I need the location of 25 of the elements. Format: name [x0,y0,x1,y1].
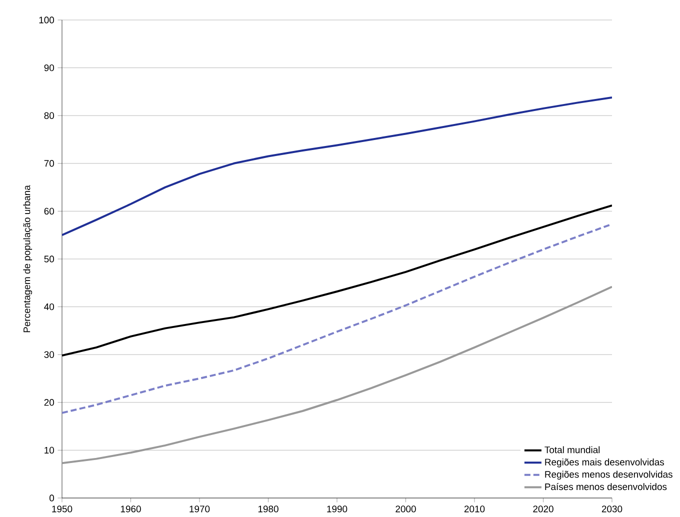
legend-label: Regiões mais desenvolvidas [545,458,664,468]
y-tick-label: 40 [44,303,54,310]
y-tick-label: 10 [44,446,54,454]
y-tick-label: 90 [44,64,54,72]
y-tick-label: 70 [44,160,54,167]
x-tick-label: 2010 [464,506,485,512]
x-tick-label: 1990 [327,506,348,512]
x-tick-label: 1960 [120,506,141,512]
legend-label: Regiões menos desenvolvidas [545,470,672,480]
y-tick-label: 0 [50,494,54,502]
y-tick-label: 60 [44,208,54,215]
y-tick-label: 100 [39,16,54,24]
y-tick-label: 30 [44,351,54,358]
x-tick-label: 2020 [533,506,554,512]
legend-label: Países menos desenvolvidos [545,483,667,490]
x-tick-label: 2000 [396,506,416,512]
x-tick-label: 1950 [52,506,72,512]
x-tick-label: 1980 [258,506,278,512]
y-tick-label: 20 [44,399,54,406]
y-tick-label: 50 [44,256,54,262]
legend-label: Total mundial [544,446,600,454]
x-tick-label: 2030 [602,506,622,512]
y-tick-label: 80 [44,112,54,119]
x-tick-label: 1970 [190,506,210,512]
y-axis-title: Percentagem de população urbana [23,185,32,332]
